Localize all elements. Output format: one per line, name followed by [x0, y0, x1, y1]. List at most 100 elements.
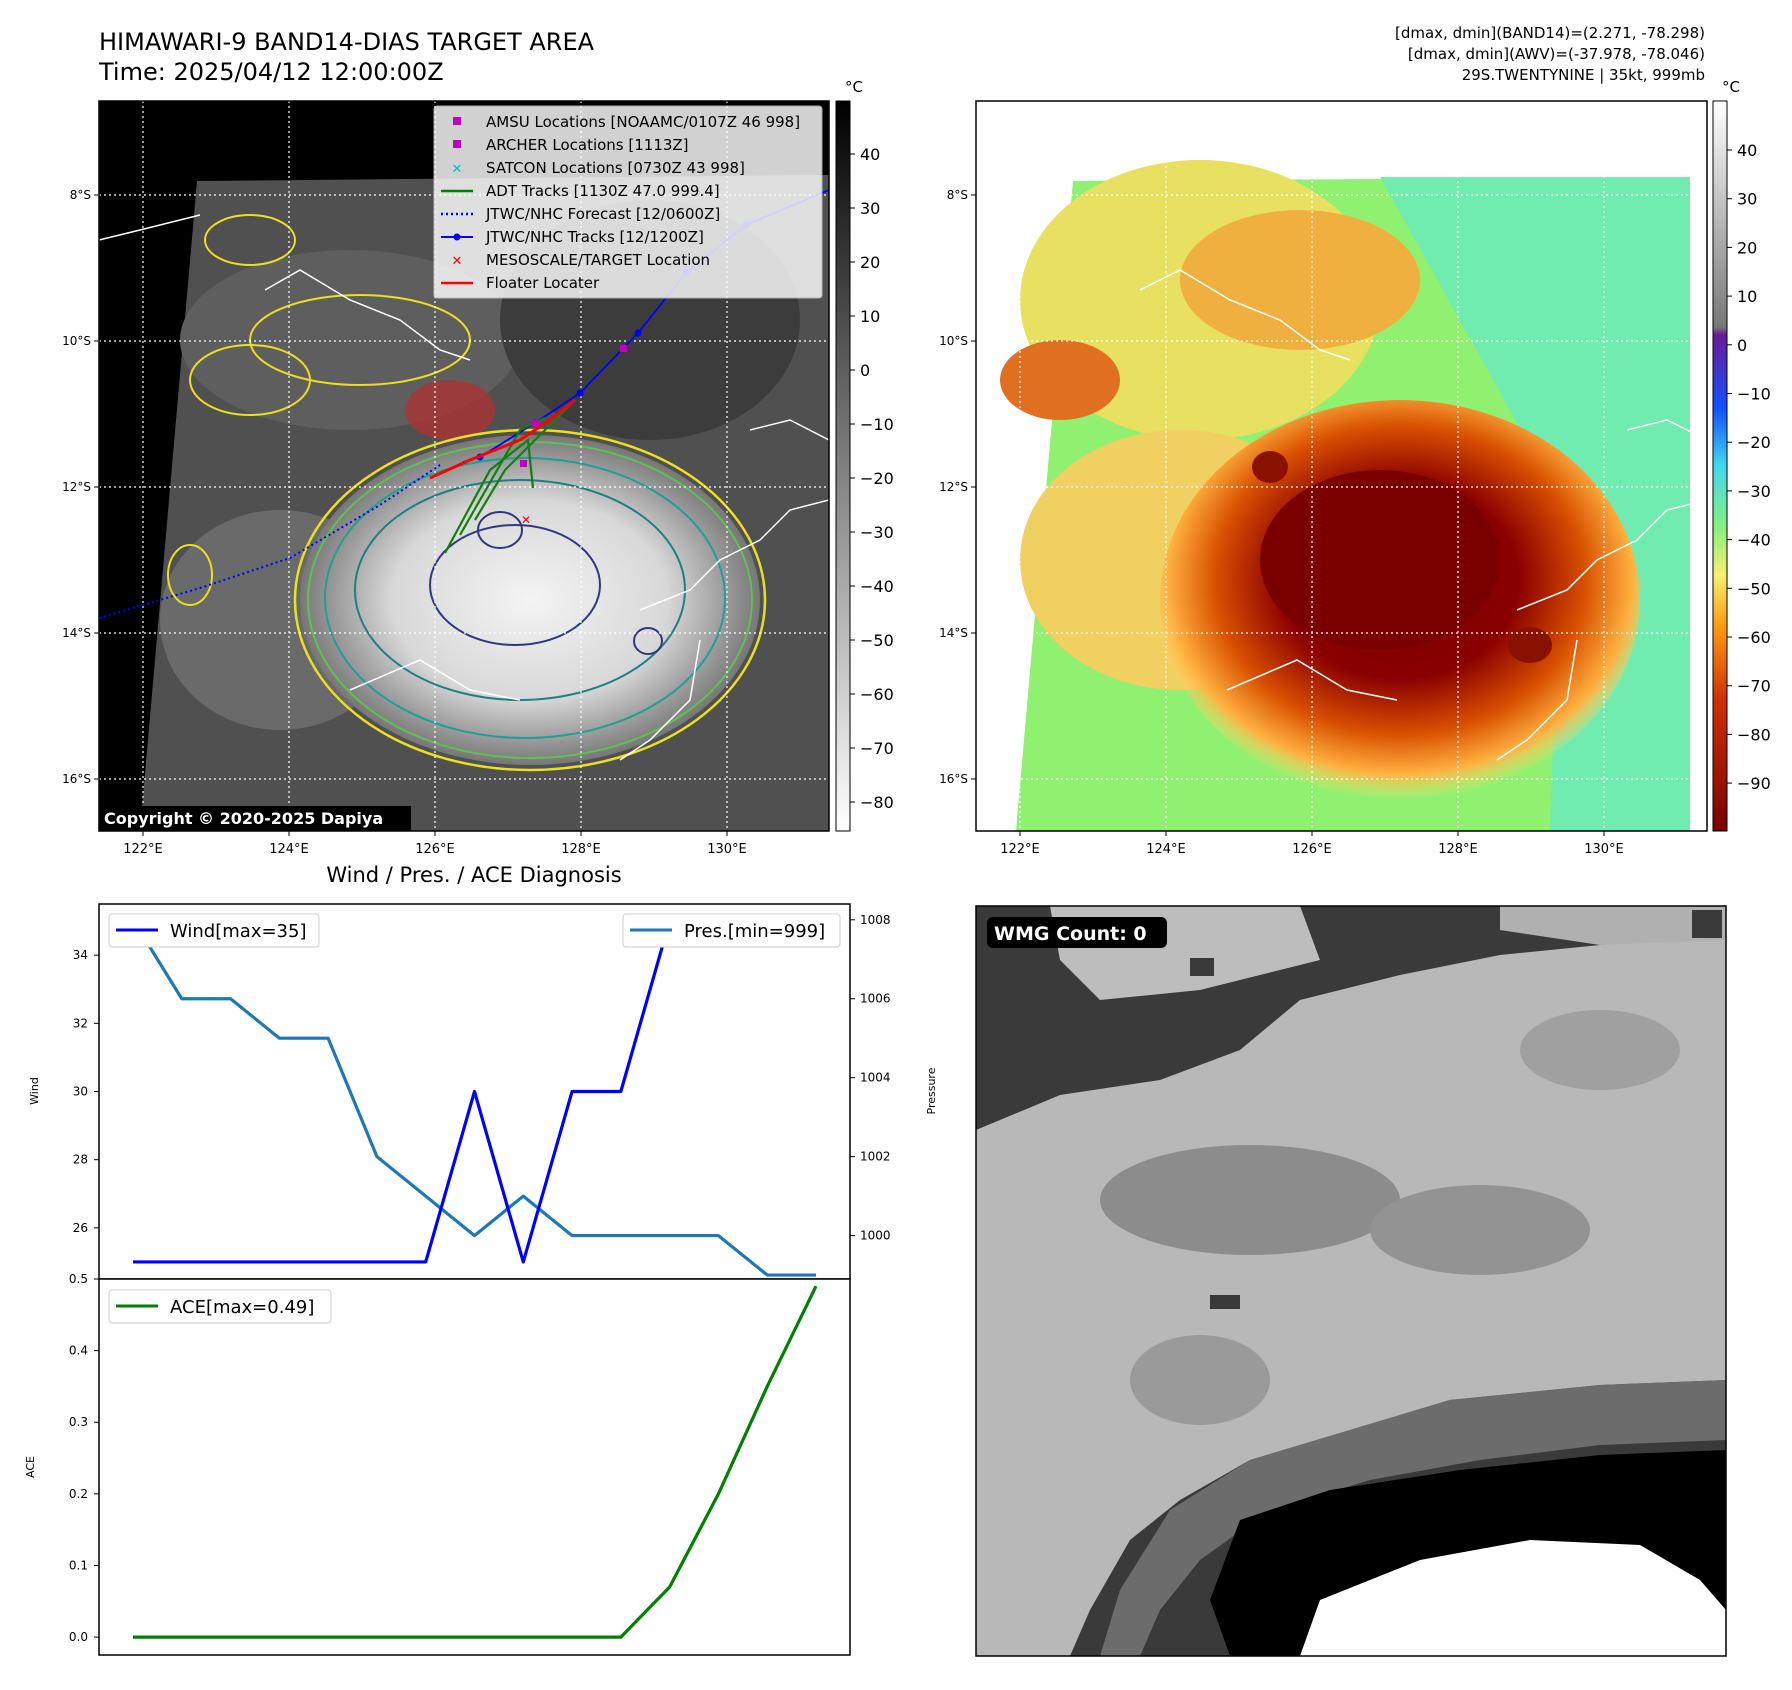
svg-text:MESOSCALE/TARGET Location: MESOSCALE/TARGET Location	[486, 251, 710, 269]
lat-tick-label: 16°S	[62, 772, 91, 786]
pressure-tick-label: 1004	[860, 1071, 891, 1085]
wind-tick-label: 28	[73, 1153, 88, 1167]
svg-text:Copyright © 2020-2025 Dapiya: Copyright © 2020-2025 Dapiya	[104, 809, 383, 828]
ace-legend: ACE[max=0.49]	[108, 1289, 332, 1324]
lon-tick-label: 130°E	[707, 842, 747, 857]
lon-tick-label: 122°E	[123, 842, 163, 857]
ace-ticks: 0.0 0.1 0.2 0.3 0.4 0.5	[69, 1272, 99, 1644]
colorbar-tick-label: −20	[860, 469, 894, 488]
colorbar-tick-label: 0	[1737, 336, 1747, 355]
colorbar-tick-label: −70	[860, 739, 894, 758]
colorbar-tick-label: −60	[1737, 628, 1771, 647]
svg-text:WMG Count: 0: WMG Count: 0	[994, 923, 1147, 945]
colorbar-tick-label: 40	[860, 145, 880, 164]
lat-tick-label: 10°S	[939, 334, 968, 348]
colorbar-tick-label: −40	[860, 577, 894, 596]
pressure-legend: Pres.[min=999]	[622, 913, 841, 948]
colorbar-tick-label: 20	[1737, 238, 1757, 257]
legend-entry: ADT Tracks [1130Z 47.0 999.4]	[441, 182, 720, 200]
lon-tick-label: 124°E	[1146, 842, 1186, 857]
legend-entry: JTWC/NHC Forecast [12/0600Z]	[441, 205, 720, 223]
colorbar-tick-label: −80	[1737, 725, 1771, 744]
ace-series-line	[133, 1285, 818, 1639]
svg-text:ACE[max=0.49]: ACE[max=0.49]	[170, 1297, 314, 1318]
pressure-ticks: 1000 1002 1004 1006 1008	[850, 913, 891, 1243]
lon-tick-label: 128°E	[561, 842, 601, 857]
svg-text:Wind[max=35]: Wind[max=35]	[170, 921, 307, 942]
lat-tick-label: 8°S	[947, 188, 968, 202]
ace-axes	[98, 1278, 851, 1656]
pressure-tick-label: 1006	[860, 992, 891, 1006]
lat-tick-label: 14°S	[62, 626, 91, 640]
wind-tick-label: 26	[73, 1221, 88, 1235]
awv-lon-ticks: 122°E 124°E 126°E 128°E 130°E	[1000, 831, 1624, 857]
lon-tick-label: 128°E	[1438, 842, 1478, 857]
svg-text:SATCON Locations [0730Z 43 998: SATCON Locations [0730Z 43 998]	[486, 159, 745, 177]
ace-tick-label: 0.1	[69, 1558, 88, 1572]
lat-tick-label: 12°S	[62, 480, 91, 494]
band14-map-panel: ✕ AMSU Locations [NOAAMC/0107Z 46 998] AR…	[62, 78, 894, 857]
svg-text:ARCHER Locations [1113Z]: ARCHER Locations [1113Z]	[486, 136, 689, 154]
svg-text:°C: °C	[1722, 78, 1740, 96]
pressure-tick-label: 1002	[860, 1150, 891, 1164]
svg-text:Floater Locater: Floater Locater	[486, 274, 600, 292]
lat-tick-label: 10°S	[62, 334, 91, 348]
wmg-count-badge: WMG Count: 0	[987, 917, 1167, 948]
colorbar-tick-label: 10	[860, 307, 880, 326]
colorbar-tick-label: −50	[860, 631, 894, 650]
lat-tick-label: 14°S	[939, 626, 968, 640]
awv-imagery	[976, 101, 1707, 831]
pressure-tick-label: 1008	[860, 913, 891, 927]
colorbar-tick-label: −40	[1737, 531, 1771, 550]
lon-tick-label: 130°E	[1584, 842, 1624, 857]
legend-entry: ✕ SATCON Locations [0730Z 43 998]	[452, 159, 745, 177]
lat-tick-label: 16°S	[939, 772, 968, 786]
colorbar-tick-label: −60	[860, 685, 894, 704]
svg-text:AMSU Locations [NOAAMC/0107Z 4: AMSU Locations [NOAAMC/0107Z 46 998]	[486, 113, 800, 131]
colorbar-tick-label: −70	[1737, 677, 1771, 696]
legend-entry: ARCHER Locations [1113Z]	[453, 136, 689, 154]
figure-title: HIMAWARI-9 BAND14-DIAS TARGET AREA	[99, 28, 595, 56]
svg-text:ADT Tracks [1130Z 47.0 999.4]: ADT Tracks [1130Z 47.0 999.4]	[486, 182, 720, 200]
lon-tick-label: 126°E	[1292, 842, 1332, 857]
colorbar-tick-label: −30	[1737, 482, 1771, 501]
colorbar-tick-label: 20	[860, 253, 880, 272]
info-band14: [dmax, dmin](BAND14)=(2.271, -78.298)	[1395, 24, 1705, 42]
legend-entry: Floater Locater	[441, 274, 600, 292]
pressure-tick-label: 1000	[860, 1229, 891, 1243]
colorbar-tick-label: 0	[860, 361, 870, 380]
colorbar-tick-label: 10	[1737, 287, 1757, 306]
legend-entry: ✕ MESOSCALE/TARGET Location	[452, 251, 711, 269]
svg-text:Pres.[min=999]: Pres.[min=999]	[684, 921, 825, 942]
wind-ticks: 26 28 30 32 34	[73, 948, 99, 1235]
lon-tick-label: 124°E	[269, 842, 309, 857]
colorbar-tick-label: 30	[860, 199, 880, 218]
awv-colorbar: °C 40 30 20 10 0 −10 −20 −30 −40 −50 −60 −70 −80 −90	[1712, 78, 1771, 832]
wind-ylabel: Wind	[28, 1077, 41, 1105]
wmg-panel: WMG Count: 0	[975, 905, 1727, 1657]
lat-tick-label: 12°S	[939, 480, 968, 494]
svg-text:JTWC/NHC Tracks [12/1200Z]: JTWC/NHC Tracks [12/1200Z]	[485, 228, 704, 246]
svg-text:JTWC/NHC Forecast [12/0600Z]: JTWC/NHC Forecast [12/0600Z]	[485, 205, 720, 223]
colorbar-tick-label: 40	[1737, 141, 1757, 160]
colorbar-tick-label: −10	[1737, 385, 1771, 404]
info-storm: 29S.TWENTYNINE | 35kt, 999mb	[1462, 66, 1705, 84]
svg-text:✕: ✕	[452, 162, 463, 177]
awv-map-panel: 122°E 124°E 126°E 128°E 130°E 8°S 10°S 12°S 14°…	[939, 78, 1771, 857]
figure-time: Time: 2025/04/12 12:00:00Z	[98, 58, 444, 86]
map-lat-ticks: 8°S 10°S 12°S 14°S 16°S	[62, 188, 99, 786]
ace-ylabel: ACE	[24, 1456, 37, 1478]
wind-legend: Wind[max=35]	[108, 913, 320, 948]
colorbar-tick-label: −10	[860, 415, 894, 434]
awv-lat-ticks: 8°S 10°S 12°S 14°S 16°S	[939, 188, 976, 786]
wmg-imagery	[976, 906, 1726, 1656]
ace-tick-label: 0.0	[69, 1630, 88, 1644]
ace-tick-label: 0.2	[69, 1487, 88, 1501]
ace-tick-label: 0.3	[69, 1415, 88, 1429]
legend-entry: JTWC/NHC Tracks [12/1200Z]	[441, 228, 704, 246]
map-legend: AMSU Locations [NOAAMC/0107Z 46 998] ARCH…	[433, 105, 823, 299]
band14-colorbar: °C 40 30 20 10 0 −10 −20 −30 −40 −50 −60 −70 −80	[835, 78, 894, 832]
wind-tick-label: 30	[73, 1085, 88, 1099]
diagnosis-panel: Wind / Pres. / ACE Diagnosis 2628303234 …	[24, 863, 938, 1656]
ace-tick-label: 0.5	[69, 1272, 88, 1286]
